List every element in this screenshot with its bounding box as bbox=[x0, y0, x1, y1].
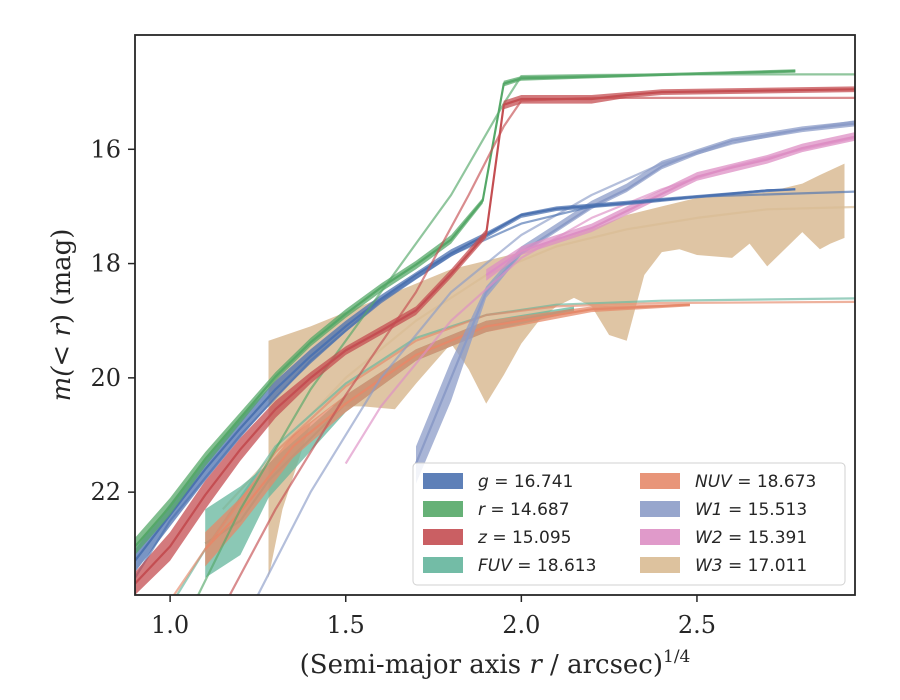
series-z bbox=[135, 86, 855, 595]
legend-label: FUV = 18.613 bbox=[478, 556, 596, 576]
x-axis-label: (Semi-major axis r / arcsec)1/4 bbox=[300, 647, 691, 680]
model-line-w2 bbox=[344, 136, 855, 465]
x-tick-label: 1.5 bbox=[327, 611, 365, 639]
legend-label: r = 14.687 bbox=[478, 500, 570, 520]
legend-entry-w1: W1 = 15.513 bbox=[640, 500, 807, 520]
legend-entry-g: g = 16.741 bbox=[423, 472, 573, 492]
legend-swatch bbox=[640, 473, 680, 489]
legend-swatch bbox=[640, 501, 680, 517]
legend-entry-fuv: FUV = 18.613 bbox=[423, 556, 596, 576]
legend-label: g = 16.741 bbox=[478, 472, 573, 492]
series-g bbox=[135, 188, 855, 579]
legend-swatch bbox=[423, 557, 463, 573]
y-axis-label: m(< r) (mag) bbox=[47, 229, 77, 402]
x-axis: 1.0 1.5 2.0 2.5 bbox=[151, 595, 716, 639]
x-tick-label: 1.0 bbox=[151, 611, 189, 639]
profile-line-w1 bbox=[414, 122, 855, 465]
legend-entry-z: z = 15.095 bbox=[423, 528, 571, 548]
legend-frame bbox=[412, 462, 846, 586]
model-line-g bbox=[135, 190, 855, 579]
y-tick-label: 22 bbox=[90, 478, 121, 506]
series-r bbox=[135, 69, 855, 595]
profile-line-r bbox=[135, 69, 796, 548]
y-tick-label: 20 bbox=[90, 364, 121, 392]
legend-label: W2 = 15.391 bbox=[695, 528, 807, 548]
y-tick-label: 18 bbox=[90, 250, 121, 278]
legend: g = 16.741 NUV = 18.673 r = 14.687 W1 = 15.… bbox=[412, 462, 846, 586]
legend-entry-r: r = 14.687 bbox=[423, 500, 570, 520]
legend-label: NUV = 18.673 bbox=[695, 472, 816, 492]
legend-entry-nuv: NUV = 18.673 bbox=[640, 472, 816, 492]
series-w2 bbox=[344, 132, 855, 465]
model-line-z bbox=[228, 96, 855, 595]
legend-swatch bbox=[640, 529, 680, 545]
model-line-nuv bbox=[172, 300, 855, 595]
legend-swatch bbox=[423, 501, 463, 517]
legend-label: W1 = 15.513 bbox=[695, 500, 807, 520]
band-nuv bbox=[205, 303, 690, 567]
legend-label: z = 15.095 bbox=[477, 528, 571, 548]
axes-frame bbox=[134, 34, 856, 596]
band-fuv bbox=[205, 306, 574, 578]
y-axis: 16 18 20 22 bbox=[90, 135, 135, 506]
y-tick-label: 16 bbox=[90, 135, 121, 163]
x-tick-label: 2.0 bbox=[502, 611, 540, 639]
plot-area bbox=[135, 69, 855, 595]
legend-swatch bbox=[640, 557, 680, 573]
legend-swatch bbox=[423, 529, 463, 545]
legend-swatch bbox=[423, 473, 463, 489]
legend-entry-w2: W2 = 15.391 bbox=[640, 528, 807, 548]
legend-entry-w3: W3 = 17.011 bbox=[640, 556, 807, 576]
legend-label: W3 = 17.011 bbox=[695, 556, 807, 576]
model-line-r bbox=[197, 73, 855, 595]
x-tick-label: 2.5 bbox=[678, 611, 716, 639]
